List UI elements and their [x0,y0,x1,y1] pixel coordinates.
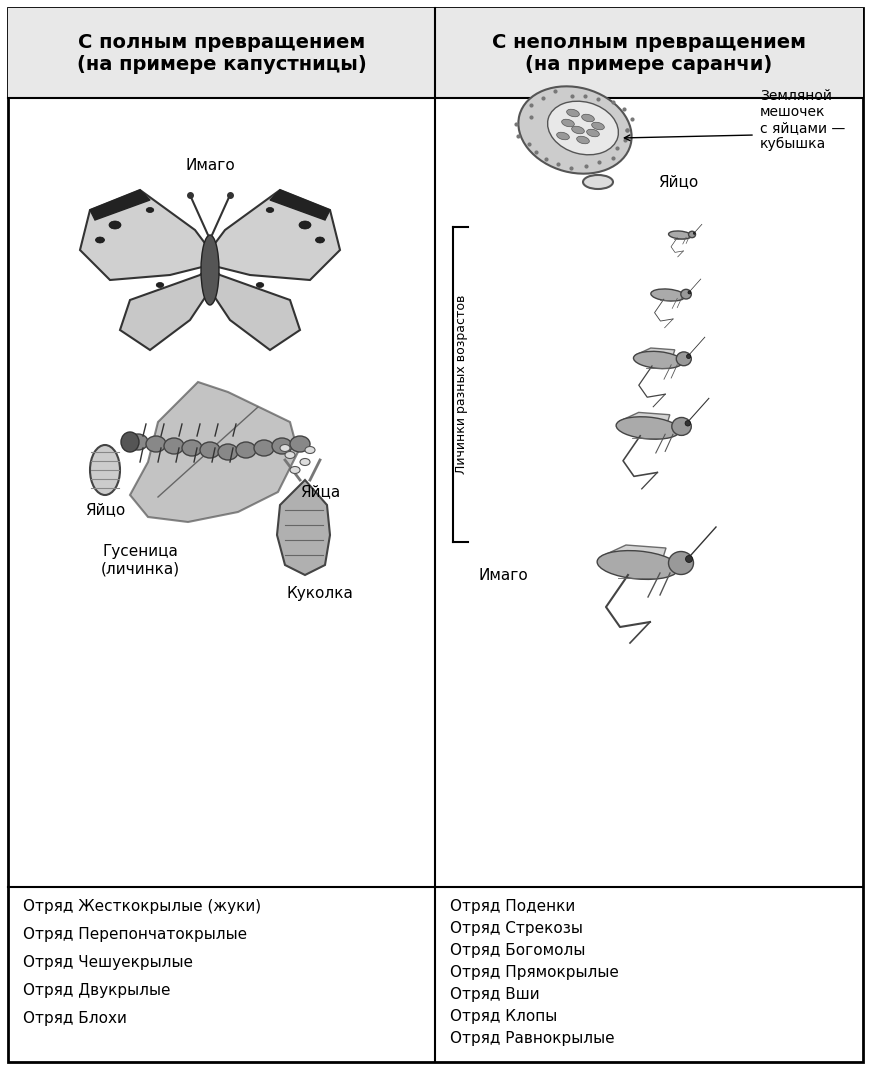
Ellipse shape [669,231,692,239]
Text: Яйца: Яйца [300,485,340,500]
Text: Земляной
мешочек
с яйцами —
кубышка: Земляной мешочек с яйцами — кубышка [760,89,845,151]
Polygon shape [270,190,330,220]
Ellipse shape [315,236,325,243]
Polygon shape [80,190,210,280]
Text: Отряд Чешуекрылые: Отряд Чешуекрылые [23,956,193,970]
Text: С неполным превращением
(на примере саранчи): С неполным превращением (на примере сара… [492,32,806,74]
Text: Яйцо: Яйцо [658,174,699,189]
Text: Отряд Перепончатокрылые: Отряд Перепончатокрылые [23,928,247,943]
Bar [435,7,863,98]
Text: Отряд Жесткокрылые (жуки): Отряд Жесткокрылые (жуки) [23,900,261,915]
Ellipse shape [128,434,148,450]
Ellipse shape [256,282,264,288]
Ellipse shape [164,438,184,454]
Ellipse shape [676,352,692,366]
Ellipse shape [633,351,683,369]
Polygon shape [90,190,150,220]
Polygon shape [120,265,210,350]
Ellipse shape [109,221,121,229]
Ellipse shape [689,231,696,238]
Text: Отряд Двукрылые: Отряд Двукрылые [23,983,171,998]
Ellipse shape [688,291,691,294]
Ellipse shape [685,421,691,426]
Ellipse shape [616,417,680,439]
Ellipse shape [299,221,311,229]
Text: Имаго: Имаго [478,567,528,582]
Ellipse shape [280,444,290,452]
Text: Отряд Блохи: Отряд Блохи [23,1011,127,1026]
Ellipse shape [669,551,693,575]
Ellipse shape [577,136,590,143]
Text: Имаго: Имаго [186,157,235,172]
Text: Гусеница
(личинка): Гусеница (личинка) [100,544,179,577]
Ellipse shape [182,440,202,456]
Ellipse shape [686,354,691,358]
Text: Отряд Вши: Отряд Вши [450,988,540,1003]
Ellipse shape [562,119,574,126]
Ellipse shape [685,555,692,563]
Ellipse shape [254,440,274,456]
Ellipse shape [587,129,599,137]
Ellipse shape [272,438,292,454]
Ellipse shape [285,452,295,459]
Ellipse shape [557,133,570,140]
Ellipse shape [267,208,273,213]
Ellipse shape [582,114,594,122]
Ellipse shape [290,435,310,452]
Ellipse shape [90,445,120,495]
Bar [8,7,435,98]
Text: Яйцо: Яйцо [84,503,125,518]
Ellipse shape [305,446,315,454]
Ellipse shape [591,122,604,129]
Text: Куколка: Куколка [287,585,354,600]
Text: С полным превращением
(на примере капустницы): С полным превращением (на примере капуст… [77,32,367,74]
Polygon shape [635,348,675,357]
Ellipse shape [218,444,238,460]
Polygon shape [210,265,300,350]
Ellipse shape [693,232,695,234]
Ellipse shape [548,102,618,155]
Ellipse shape [146,208,154,213]
Polygon shape [130,382,298,522]
Ellipse shape [290,467,300,474]
Text: Отряд Богомолы: Отряд Богомолы [450,944,585,959]
Ellipse shape [201,235,219,305]
Text: Отряд Равнокрылые: Отряд Равнокрылые [450,1031,615,1046]
Ellipse shape [236,442,256,458]
Ellipse shape [583,175,613,189]
Ellipse shape [672,417,692,435]
Ellipse shape [156,282,164,288]
Polygon shape [277,480,330,575]
Ellipse shape [681,289,692,299]
Ellipse shape [121,432,139,452]
Text: Отряд Стрекозы: Отряд Стрекозы [450,921,583,936]
Polygon shape [600,545,666,561]
Text: Отряд Прямокрылые: Отряд Прямокрылые [450,965,619,980]
Ellipse shape [518,87,631,173]
Text: Отряд Клопы: Отряд Клопы [450,1009,557,1024]
Ellipse shape [96,236,105,243]
Ellipse shape [598,551,679,579]
Text: Отряд Поденки: Отряд Поденки [450,900,575,915]
Ellipse shape [567,109,579,117]
Polygon shape [210,190,340,280]
Ellipse shape [146,435,166,452]
Ellipse shape [300,459,310,465]
Polygon shape [618,412,670,425]
Ellipse shape [571,126,584,134]
Ellipse shape [651,289,685,301]
Ellipse shape [200,442,220,458]
Text: Личинки разных возрастов: Личинки разных возрастов [455,295,468,474]
